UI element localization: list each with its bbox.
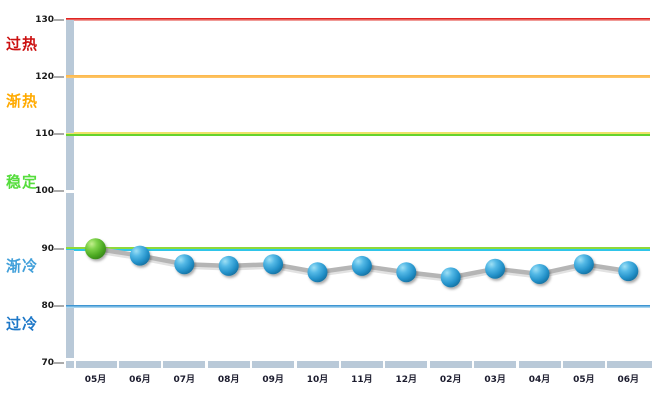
x-tick-label: 03月 — [484, 375, 506, 385]
data-point-09月-87.3[interactable] — [263, 254, 284, 275]
y-tick-label: 90 — [41, 243, 54, 254]
x-axis-bar-segment — [252, 360, 295, 368]
zone-label-4: 渐冷 — [6, 257, 39, 275]
y-tick-mark — [53, 305, 64, 308]
x-axis-bar-segment — [474, 360, 517, 368]
zone-label-5: 过冷 — [6, 315, 39, 333]
y-tick-mark — [53, 18, 64, 21]
y-tick-label: 70 — [41, 358, 54, 369]
y-tick-label: 100 — [35, 186, 54, 197]
data-point-10月-85.9[interactable] — [307, 262, 328, 283]
x-tick-label: 05月 — [573, 375, 595, 385]
data-point-06月-86.1[interactable] — [618, 261, 639, 282]
x-axis-bar-segment — [340, 360, 383, 368]
y-axis-bar-segment — [66, 192, 74, 248]
zone-line-130 — [66, 18, 650, 21]
x-tick-label: 09月 — [262, 375, 284, 385]
x-axis-bar-segment — [429, 360, 472, 368]
x-tick-label: 04月 — [528, 375, 551, 385]
data-point-05月-90[interactable] — [85, 238, 106, 260]
y-axis-bar-segment — [66, 250, 74, 305]
zone-line-120 — [66, 75, 650, 79]
y-axis-bar-segment — [66, 307, 74, 358]
data-point-07月-87.3[interactable] — [174, 254, 195, 275]
data-point-04月-85.6[interactable] — [529, 263, 550, 284]
x-axis-bar-segment — [296, 360, 339, 368]
x-tick-label: 05月 — [84, 375, 107, 385]
y-tick-mark — [53, 362, 64, 365]
x-axis-bar-segment — [385, 360, 428, 368]
x-tick-label: 11月 — [351, 375, 373, 385]
x-axis-bar-segment — [76, 360, 117, 368]
y-tick-label: 130 — [35, 14, 54, 25]
x-axis-bar-segment — [562, 360, 605, 368]
x-tick-label: 07月 — [173, 375, 196, 385]
y-tick-mark — [53, 247, 64, 250]
y-tick-label: 120 — [35, 71, 54, 82]
y-tick-label: 110 — [35, 129, 54, 140]
zone-label-2: 渐热 — [6, 92, 39, 110]
x-axis-bar-segment — [118, 360, 161, 368]
data-point-06月-88.8[interactable] — [129, 245, 150, 266]
y-tick-mark — [53, 75, 64, 78]
x-tick-label: 06月 — [129, 375, 151, 385]
zone-line-90 — [66, 246, 650, 251]
data-point-03月-86.5[interactable] — [485, 258, 506, 279]
y-tick-mark — [53, 133, 64, 136]
y-axis-bar-segment — [66, 135, 74, 190]
x-tick-label: 06月 — [617, 375, 640, 385]
y-axis-bar-segment — [66, 78, 74, 133]
x-axis-bar-segment — [518, 360, 561, 368]
x-axis-bar-segment — [66, 360, 74, 368]
x-axis-bar-segment — [607, 360, 652, 368]
x-axis-bar-segment — [207, 360, 250, 368]
zone-label-1: 过热 — [6, 35, 39, 53]
data-point-02月-85[interactable] — [440, 267, 461, 288]
x-axis-bar-segment — [163, 360, 206, 368]
data-point-05月-87.3[interactable] — [573, 254, 594, 275]
data-point-08月-87[interactable] — [218, 255, 239, 276]
x-tick-label: 02月 — [439, 375, 462, 385]
y-axis-bar-segment — [66, 20, 74, 76]
data-point-11月-87[interactable] — [351, 255, 372, 276]
zone-line-80 — [66, 304, 650, 308]
data-point-12月-85.9[interactable] — [396, 262, 417, 283]
y-tick-label: 80 — [41, 301, 54, 312]
x-tick-label: 12月 — [395, 375, 418, 385]
zone-line-110 — [66, 132, 650, 137]
x-tick-label: 10月 — [306, 375, 329, 385]
zone-label-3: 稳定 — [6, 173, 39, 191]
x-tick-label: 08月 — [217, 375, 240, 385]
y-tick-mark — [53, 190, 64, 193]
